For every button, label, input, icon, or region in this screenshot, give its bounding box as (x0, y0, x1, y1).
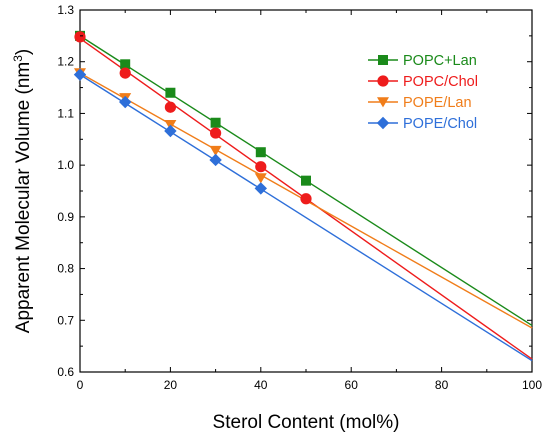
legend-label: POPE/Chol (403, 116, 477, 132)
y-axis-title-close: ) (13, 49, 34, 55)
x-tick-label: 40 (254, 378, 268, 392)
legend-marker (376, 116, 390, 130)
data-point (254, 173, 267, 184)
legend-label: POPC+Lan (403, 53, 477, 69)
y-tick-label: 1.2 (57, 55, 74, 69)
y-axis-title-superscript: 3 (11, 55, 25, 62)
y-axis-title-main: Apparent Molecular Volume (nm (13, 62, 34, 333)
data-point (301, 175, 311, 186)
x-tick-label: 20 (164, 378, 178, 392)
data-point (300, 193, 312, 205)
y-tick-label: 1.3 (57, 3, 74, 17)
data-point (119, 95, 132, 109)
x-tick-label: 80 (435, 378, 449, 392)
data-point (165, 87, 176, 98)
x-tick-label: 100 (522, 378, 542, 392)
y-tick-label: 0.9 (57, 210, 74, 224)
fit-line (79, 74, 533, 362)
data-point (210, 127, 222, 139)
legend: POPC+Lan POPC/Chol POPE/Lan POPE/Chol (368, 53, 478, 132)
y-tick-label: 1.1 (57, 106, 74, 120)
x-axis-title: Sterol Content (mol%) (213, 412, 400, 433)
data-point (164, 124, 177, 138)
x-axis: 0 20 40 60 80 100 (77, 10, 542, 392)
data-point (255, 161, 267, 173)
data-point (74, 31, 86, 43)
data-point (209, 145, 222, 157)
y-tick-label: 0.7 (57, 313, 74, 327)
x-tick-label: 60 (345, 378, 359, 392)
data-point (210, 117, 221, 128)
data-point (209, 153, 222, 167)
data-point (73, 68, 87, 81)
legend-marker (377, 97, 389, 108)
legend-label: POPE/Lan (403, 95, 472, 111)
y-tick-label: 1.0 (57, 158, 74, 172)
data-point (254, 182, 267, 195)
y-axis-title: Apparent Molecular Volume (nm3) (11, 49, 34, 333)
data-point (119, 67, 131, 79)
y-axis: 0.6 0.7 0.8 0.9 1.0 1.1 1.2 1.3 (57, 3, 532, 379)
x-tick-label: 0 (77, 378, 84, 392)
legend-marker (377, 75, 389, 87)
data-point (255, 147, 266, 158)
data-point (164, 101, 176, 113)
legend-label: POPC/Chol (403, 74, 478, 90)
data-point (120, 59, 131, 70)
legend-marker (378, 55, 388, 65)
y-tick-label: 0.8 (57, 262, 74, 276)
y-tick-label: 0.6 (57, 365, 74, 379)
